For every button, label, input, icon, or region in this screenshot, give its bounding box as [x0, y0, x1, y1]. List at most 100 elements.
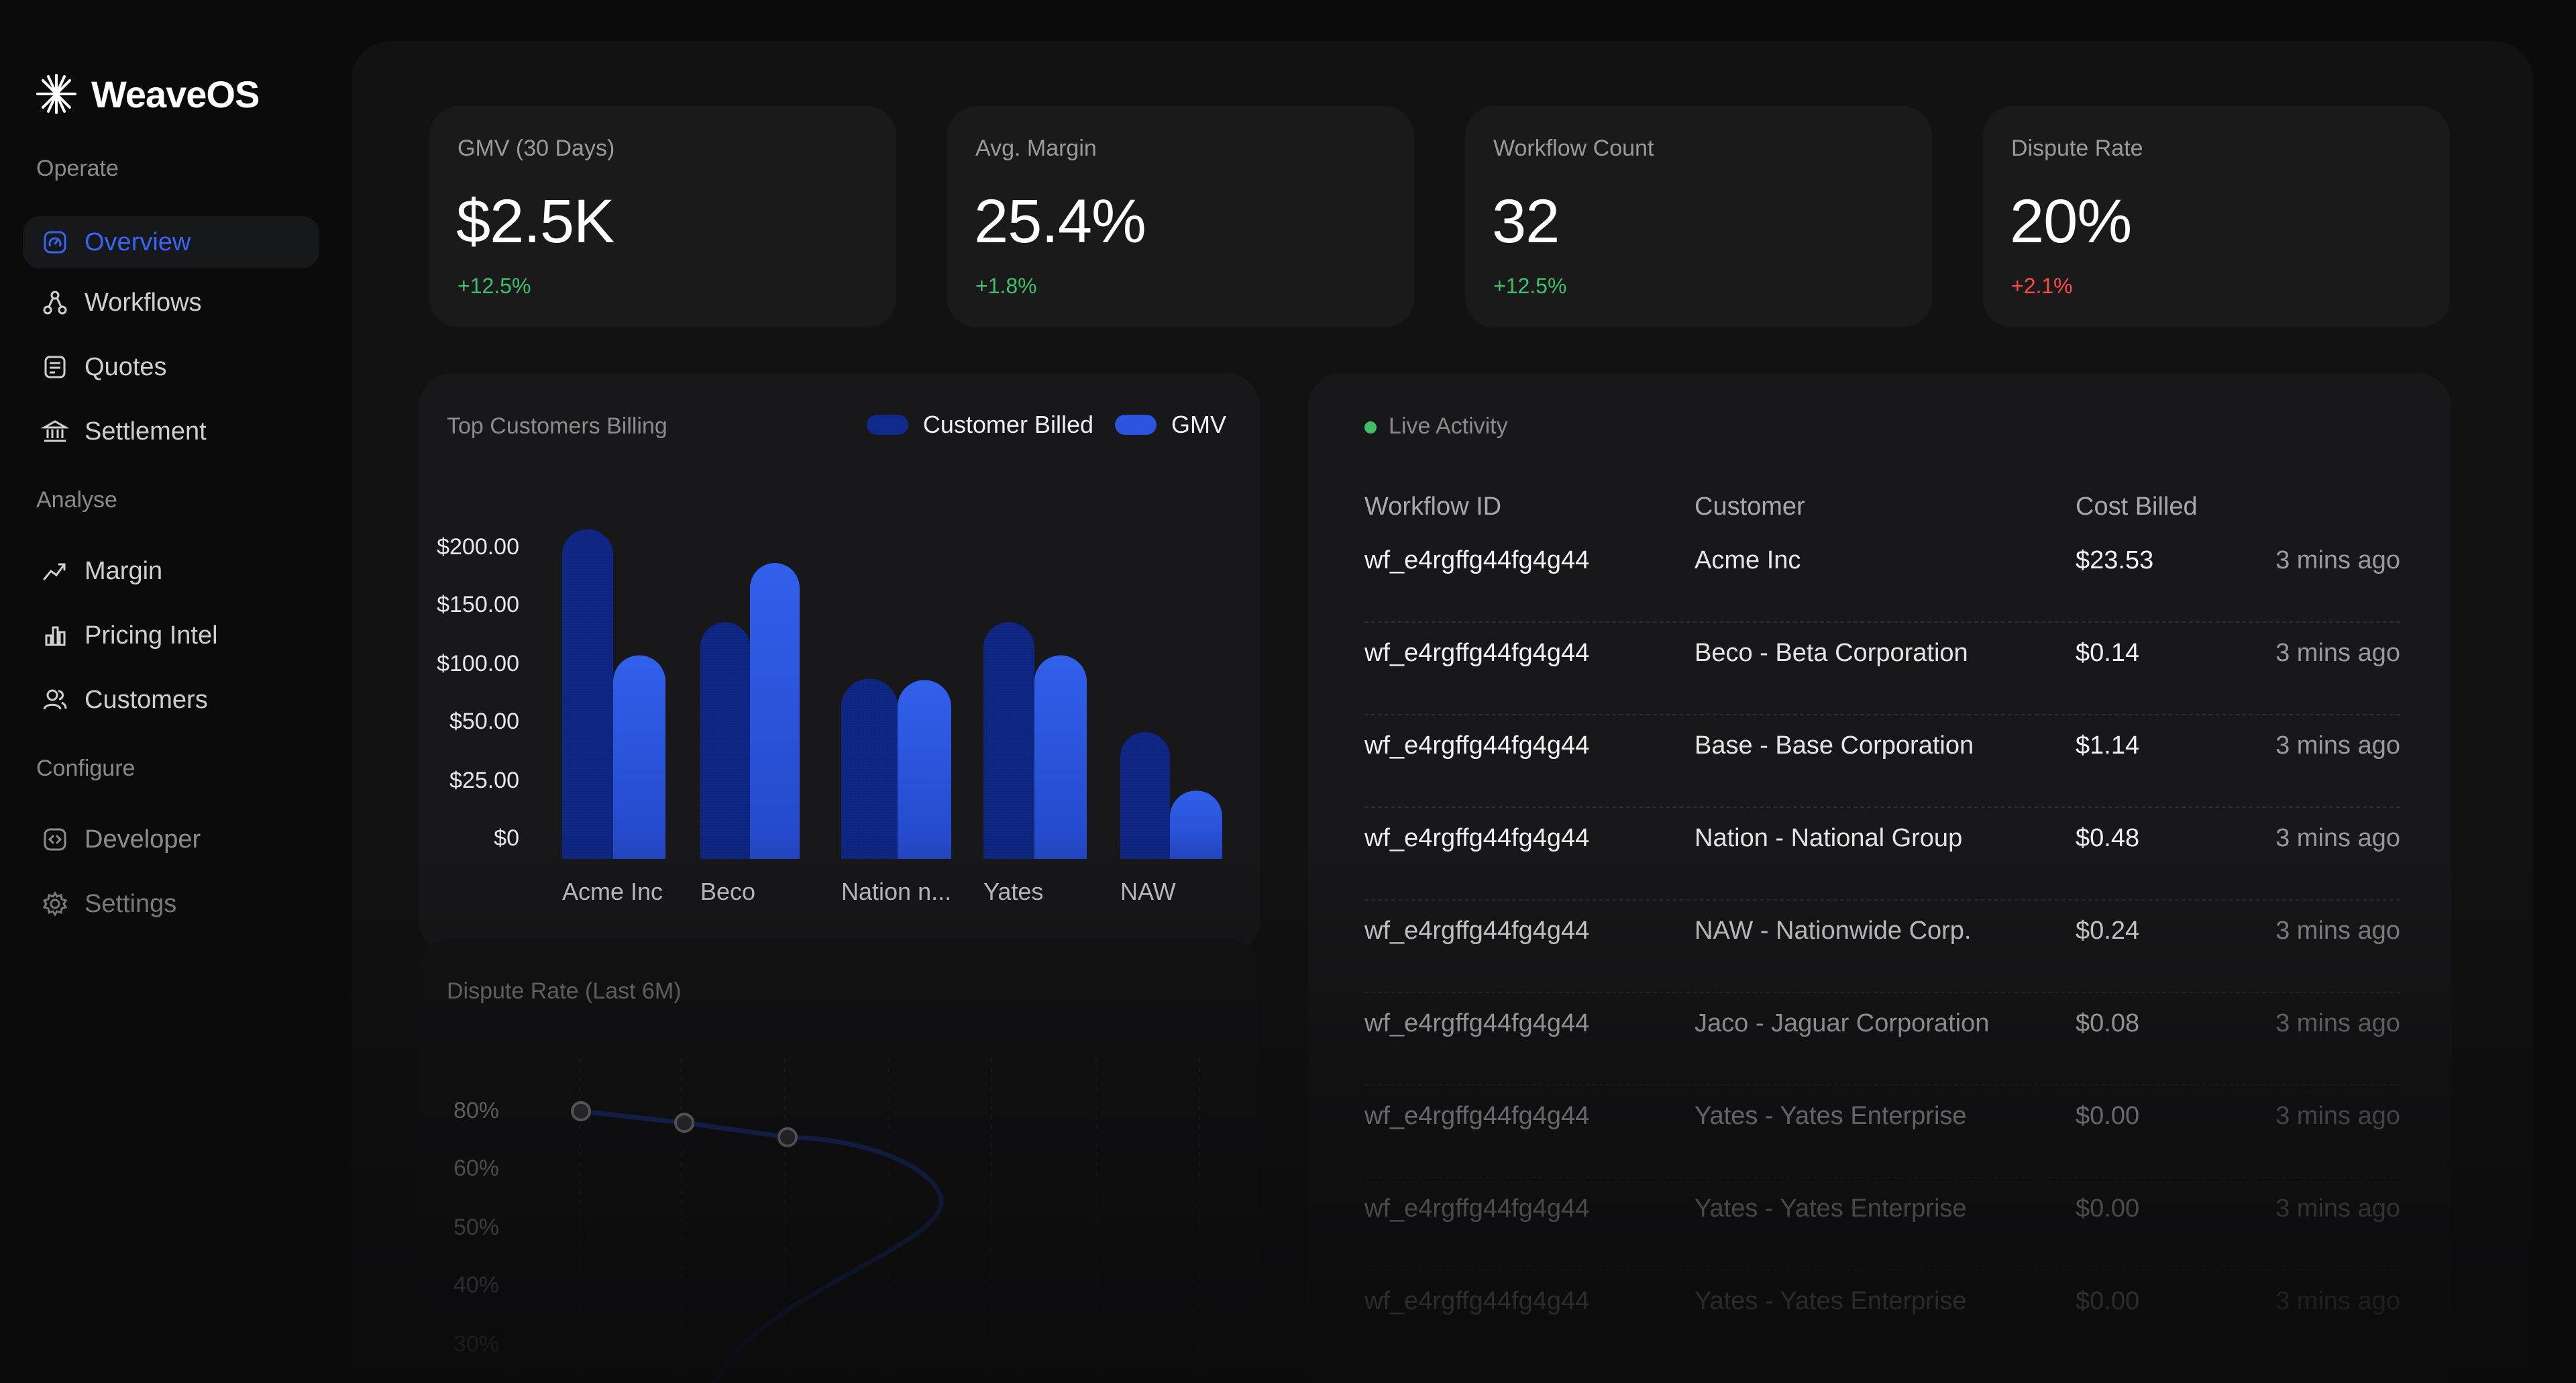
- kpi-value: $2.5K: [456, 187, 614, 256]
- legend-label-customer-billed: Customer Billed: [922, 411, 1093, 438]
- column-header-cost-billed[interactable]: Cost Billed: [2076, 493, 2198, 521]
- table-row[interactable]: wf_e4rgffg44fg4g44 Yates - Yates Enterpri…: [1364, 1178, 2400, 1271]
- cost-cell: $0.00: [2076, 1287, 2140, 1315]
- legend-label-gmv: GMV: [1171, 411, 1226, 438]
- x-tick-label: Beco: [700, 878, 756, 905]
- bar-customer-billed-3[interactable]: [983, 622, 1034, 859]
- sidebar-item-overview[interactable]: Overview: [23, 216, 319, 268]
- sidebar-item-developer[interactable]: Developer: [23, 813, 319, 866]
- workflow-id-cell: wf_e4rgffg44fg4g44: [1364, 639, 1590, 667]
- sidebar-item-settlement[interactable]: Settlement: [23, 405, 319, 458]
- column-header-workflow-id[interactable]: Workflow ID: [1364, 493, 1502, 521]
- app-logo[interactable]: WeaveOS: [35, 67, 260, 121]
- data-point-0[interactable]: [571, 1101, 591, 1121]
- data-point-1[interactable]: [674, 1113, 694, 1133]
- workflow-id-cell: wf_e4rgffg44fg4g44: [1364, 731, 1590, 760]
- live-activity-card: Live Activity Workflow ID Customer Cost …: [1308, 373, 2451, 1383]
- line-chart: [571, 1059, 1200, 1383]
- kpi-value: 20%: [2010, 187, 2132, 256]
- code-icon: [44, 828, 66, 851]
- workflow-id-cell: wf_e4rgffg44fg4g44: [1364, 917, 1590, 945]
- table-row[interactable]: wf_e4rgffg44fg4g44 Yates - Yates Enterpri…: [1364, 1271, 2400, 1364]
- app-name: WeaveOS: [91, 72, 260, 115]
- cost-cell: $1.14: [2076, 731, 2140, 760]
- bar-chart-icon: [45, 626, 66, 646]
- bar-gmv-0[interactable]: [613, 655, 665, 859]
- y-tick-label: $200.00: [437, 534, 519, 560]
- kpi-label: GMV (30 Days): [458, 136, 615, 161]
- users-icon: [43, 689, 67, 710]
- customer-cell: Acme Inc: [1695, 546, 1801, 574]
- customer-cell: Base - Base Corporation: [1695, 731, 1974, 760]
- bar-gmv-4[interactable]: [1170, 790, 1222, 859]
- sidebar-item-label: Quotes: [85, 352, 167, 381]
- cost-cell: $0.08: [2076, 1009, 2140, 1037]
- kpi-card-avg-margin[interactable]: Avg. Margin 25.4% +1.8%: [947, 106, 1414, 327]
- billing-chart-card: Top Customers Billing Customer Billed GM…: [419, 373, 1260, 954]
- dispute-rate-line[interactable]: [578, 1109, 944, 1383]
- sidebar-item-settings[interactable]: Settings: [23, 878, 319, 930]
- kpi-delta: +12.5%: [1493, 274, 1567, 298]
- kpi-value: 25.4%: [974, 187, 1146, 256]
- table-row[interactable]: wf_e4rgffg44fg4g44 NAW - Nationwide Corp.…: [1364, 901, 2400, 993]
- bar-customer-billed-2[interactable]: [841, 678, 898, 859]
- table-row[interactable]: wf_e4rgffg44fg4g44 Jaco - Jaguar Corporat…: [1364, 993, 2400, 1086]
- bar-gmv-1[interactable]: [750, 563, 800, 859]
- cost-cell: $0.48: [2076, 824, 2140, 852]
- sidebar-item-customers[interactable]: Customers: [23, 674, 319, 726]
- sidebar-item-margin[interactable]: Margin: [23, 545, 319, 597]
- bar-customer-billed-4[interactable]: [1120, 732, 1170, 859]
- kpi-label: Workflow Count: [1493, 136, 1654, 161]
- row-divider: [1364, 714, 2400, 715]
- cost-cell: $0.24: [2076, 917, 2140, 945]
- table-row[interactable]: wf_e4rgffg44fg4g44 Base - Base Corporatio…: [1364, 715, 2400, 808]
- customer-cell: Yates - Yates Enterprise: [1695, 1102, 1967, 1130]
- kpi-card-gmv[interactable]: GMV (30 Days) $2.5K +12.5%: [429, 106, 896, 327]
- workflow-id-cell: wf_e4rgffg44fg4g44: [1364, 824, 1590, 852]
- cost-cell: $0.14: [2076, 639, 2140, 667]
- table-row[interactable]: wf_e4rgffg44fg4g44 Yates - Yates Enterpri…: [1364, 1086, 2400, 1178]
- time-cell: 3 mins ago: [2275, 1194, 2400, 1223]
- table-row[interactable]: wf_e4rgffg44fg4g44 Nation - National Grou…: [1364, 808, 2400, 901]
- y-tick-label: $50.00: [449, 709, 519, 734]
- live-activity-title: Live Activity: [1364, 413, 1508, 440]
- bar-customer-billed-0[interactable]: [562, 529, 613, 859]
- customer-cell: Jaco - Jaguar Corporation: [1695, 1009, 1990, 1037]
- time-cell: 3 mins ago: [2275, 1287, 2400, 1315]
- sidebar-item-quotes[interactable]: Quotes: [23, 341, 319, 393]
- sidebar-item-pricing-intel[interactable]: Pricing Intel: [23, 609, 319, 662]
- kpi-card-dispute-rate[interactable]: Dispute Rate 20% +2.1%: [1983, 106, 2450, 327]
- sidebar-item-label: Margin: [85, 556, 163, 585]
- dashboard-icon: [44, 231, 66, 254]
- kpi-label: Dispute Rate: [2011, 136, 2143, 161]
- legend-swatch-customer-billed: [866, 415, 908, 435]
- sidebar-item-workflows[interactable]: Workflows: [23, 276, 319, 329]
- live-activity-label: Live Activity: [1389, 413, 1508, 439]
- workflow-id-cell: wf_e4rgffg44fg4g44: [1364, 1009, 1590, 1037]
- workflow-id-cell: wf_e4rgffg44fg4g44: [1364, 546, 1590, 574]
- sidebar-item-label: Settlement: [85, 417, 207, 446]
- sidebar-item-label: Developer: [85, 825, 201, 854]
- bar-gmv-2[interactable]: [898, 680, 951, 859]
- time-cell: 3 mins ago: [2275, 1102, 2400, 1130]
- data-point-2[interactable]: [777, 1127, 798, 1147]
- section-analyse: Analyse: [36, 487, 117, 513]
- bar-gmv-3[interactable]: [1034, 655, 1087, 859]
- kpi-card-workflow-count[interactable]: Workflow Count 32 +12.5%: [1465, 106, 1932, 327]
- column-header-customer[interactable]: Customer: [1695, 493, 1805, 521]
- workflow-icon: [43, 291, 67, 315]
- main-panel: GMV (30 Days) $2.5K +12.5% Avg. Margin 2…: [352, 42, 2533, 1383]
- table-row[interactable]: wf_e4rgffg44fg4g44 Beco - Beta Corporatio…: [1364, 623, 2400, 715]
- y-tick-label: $100.00: [437, 651, 519, 676]
- sidebar-item-label: Pricing Intel: [85, 621, 218, 650]
- kpi-delta: +1.8%: [975, 274, 1037, 298]
- customer-cell: Yates - Yates Enterprise: [1695, 1194, 1967, 1223]
- sidebar-item-label: Customers: [85, 685, 208, 714]
- bar-customer-billed-1[interactable]: [700, 622, 750, 859]
- table-row[interactable]: wf_e4rgffg44fg4g44 Acme Inc $23.53 3 mins a…: [1364, 530, 2400, 623]
- sidebar-item-label: Overview: [85, 227, 191, 256]
- live-indicator-icon: [1364, 421, 1377, 434]
- dispute-chart-card: Dispute Rate (Last 6M) 80%60%50%40%30%20…: [419, 938, 1260, 1383]
- sidebar-item-label: Workflows: [85, 288, 202, 317]
- sidebar-item-label: Settings: [85, 889, 177, 918]
